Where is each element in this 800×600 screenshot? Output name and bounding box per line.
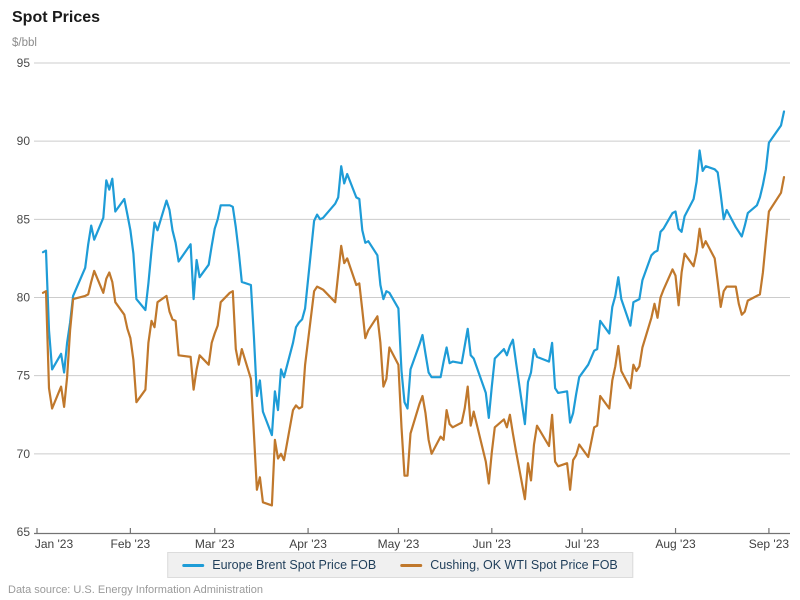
y-tick-label: 70	[17, 447, 31, 461]
legend-label-wti: Cushing, OK WTI Spot Price FOB	[430, 558, 618, 572]
x-tick-label: Aug '23	[655, 537, 696, 551]
y-tick-label: 75	[17, 369, 31, 383]
legend-label-brent: Europe Brent Spot Price FOB	[212, 558, 377, 572]
x-tick-label: Apr '23	[289, 537, 327, 551]
x-tick-label: Jun '23	[473, 537, 512, 551]
x-tick-label: Feb '23	[111, 537, 151, 551]
series-line-brent[interactable]	[41, 110, 786, 437]
x-tick-label: May '23	[378, 537, 420, 551]
x-tick-label: Sep '23	[749, 537, 790, 551]
x-tick-label: Jul '23	[565, 537, 600, 551]
wti-line-swatch-icon	[400, 563, 423, 567]
y-tick-label: 90	[17, 134, 31, 148]
x-tick-label: Mar '23	[195, 537, 235, 551]
data-source-note: Data source: U.S. Energy Information Adm…	[8, 584, 263, 596]
chart-legend: Europe Brent Spot Price FOB Cushing, OK …	[167, 552, 633, 578]
series-line-wti[interactable]	[41, 176, 786, 507]
y-tick-label: 65	[17, 525, 31, 539]
legend-item-wti[interactable]: Cushing, OK WTI Spot Price FOB	[400, 558, 618, 572]
x-tick-label: Jan '23	[35, 537, 74, 551]
legend-item-brent[interactable]: Europe Brent Spot Price FOB	[182, 558, 376, 572]
y-tick-label: 95	[17, 56, 31, 70]
y-tick-label: 80	[17, 291, 31, 305]
brent-line-swatch-icon	[182, 563, 205, 567]
y-tick-label: 85	[17, 212, 31, 226]
page-title: Spot Prices	[12, 9, 101, 26]
y-axis-unit-label: $/bbl	[12, 37, 37, 49]
